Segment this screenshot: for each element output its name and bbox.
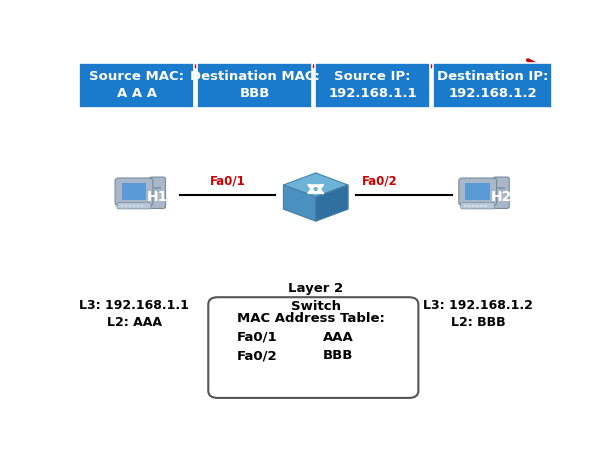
FancyBboxPatch shape bbox=[466, 183, 490, 200]
FancyBboxPatch shape bbox=[459, 178, 496, 206]
Text: H1: H1 bbox=[147, 190, 168, 204]
FancyBboxPatch shape bbox=[468, 206, 471, 207]
FancyBboxPatch shape bbox=[132, 205, 136, 206]
FancyBboxPatch shape bbox=[129, 206, 131, 207]
FancyBboxPatch shape bbox=[464, 205, 467, 206]
FancyBboxPatch shape bbox=[484, 205, 487, 206]
Polygon shape bbox=[476, 203, 484, 206]
FancyBboxPatch shape bbox=[132, 206, 136, 207]
Text: Layer 2
Switch: Layer 2 Switch bbox=[288, 281, 343, 313]
FancyBboxPatch shape bbox=[115, 178, 153, 206]
Text: Source MAC:
A A A: Source MAC: A A A bbox=[89, 70, 184, 101]
Text: MAC Address Table:: MAC Address Table: bbox=[237, 312, 385, 325]
Text: BBB: BBB bbox=[323, 349, 353, 362]
FancyBboxPatch shape bbox=[464, 206, 467, 207]
FancyBboxPatch shape bbox=[493, 177, 509, 208]
Circle shape bbox=[156, 191, 158, 192]
FancyBboxPatch shape bbox=[117, 202, 151, 209]
FancyBboxPatch shape bbox=[79, 63, 194, 108]
Text: AAA: AAA bbox=[323, 331, 354, 344]
FancyBboxPatch shape bbox=[461, 202, 495, 209]
FancyBboxPatch shape bbox=[208, 297, 418, 398]
FancyBboxPatch shape bbox=[122, 183, 146, 200]
FancyBboxPatch shape bbox=[150, 177, 166, 208]
FancyBboxPatch shape bbox=[472, 206, 475, 207]
Text: Destination MAC:
BBB: Destination MAC: BBB bbox=[190, 70, 320, 101]
Text: Fa0/1: Fa0/1 bbox=[237, 331, 278, 344]
FancyBboxPatch shape bbox=[497, 187, 505, 189]
FancyBboxPatch shape bbox=[197, 63, 312, 108]
Text: H2: H2 bbox=[490, 190, 512, 204]
Text: Fa0/2: Fa0/2 bbox=[362, 175, 398, 188]
Circle shape bbox=[500, 191, 502, 192]
Polygon shape bbox=[283, 173, 348, 197]
FancyBboxPatch shape bbox=[121, 205, 123, 206]
FancyBboxPatch shape bbox=[124, 206, 128, 207]
Text: Fa0/1: Fa0/1 bbox=[209, 175, 245, 188]
Text: L2: AAA: L2: AAA bbox=[107, 316, 162, 329]
FancyBboxPatch shape bbox=[433, 63, 552, 108]
Text: Source IP:
192.168.1.1: Source IP: 192.168.1.1 bbox=[328, 70, 417, 101]
Polygon shape bbox=[316, 185, 348, 221]
Polygon shape bbox=[132, 203, 140, 206]
Text: Fa0/2: Fa0/2 bbox=[237, 349, 278, 362]
FancyBboxPatch shape bbox=[153, 187, 161, 189]
Text: Destination IP:
192.168.1.2: Destination IP: 192.168.1.2 bbox=[437, 70, 548, 101]
FancyBboxPatch shape bbox=[468, 205, 471, 206]
FancyBboxPatch shape bbox=[137, 206, 139, 207]
FancyBboxPatch shape bbox=[121, 206, 123, 207]
Text: L3: 192.168.1.2: L3: 192.168.1.2 bbox=[423, 299, 533, 312]
FancyBboxPatch shape bbox=[127, 204, 150, 208]
FancyBboxPatch shape bbox=[471, 204, 494, 208]
FancyBboxPatch shape bbox=[484, 206, 487, 207]
FancyBboxPatch shape bbox=[315, 63, 430, 108]
Polygon shape bbox=[283, 185, 316, 221]
FancyBboxPatch shape bbox=[140, 206, 144, 207]
FancyBboxPatch shape bbox=[472, 205, 475, 206]
Text: L2: BBB: L2: BBB bbox=[451, 316, 505, 329]
FancyBboxPatch shape bbox=[476, 206, 479, 207]
FancyBboxPatch shape bbox=[129, 205, 131, 206]
FancyBboxPatch shape bbox=[480, 206, 483, 207]
Text: L3: 192.168.1.1: L3: 192.168.1.1 bbox=[79, 299, 189, 312]
FancyBboxPatch shape bbox=[140, 205, 144, 206]
FancyBboxPatch shape bbox=[137, 205, 139, 206]
FancyBboxPatch shape bbox=[476, 205, 479, 206]
FancyBboxPatch shape bbox=[480, 205, 483, 206]
FancyBboxPatch shape bbox=[124, 205, 128, 206]
